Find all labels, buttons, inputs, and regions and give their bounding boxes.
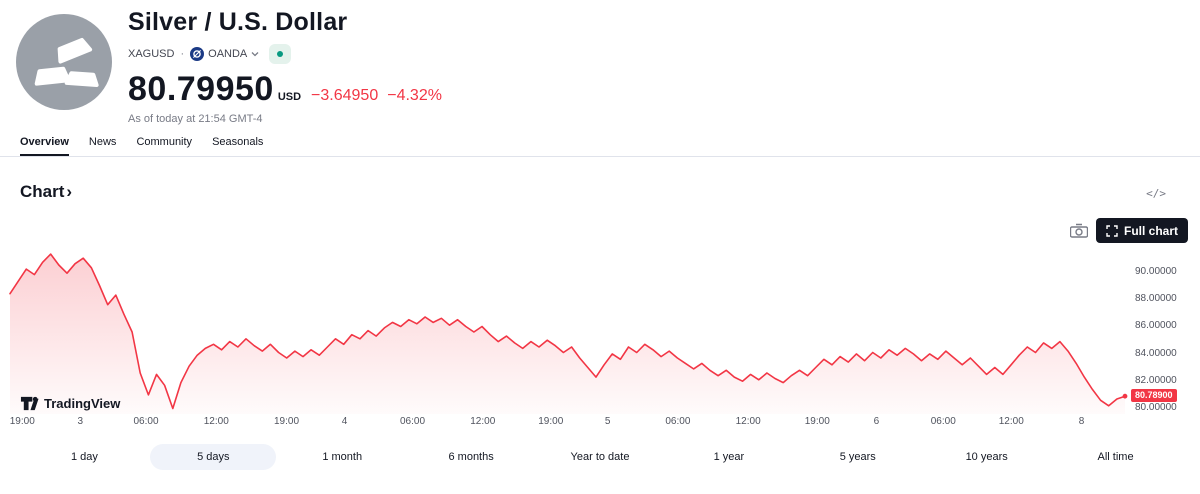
price-axis-label: 84.00000 — [1135, 347, 1177, 359]
last-price-marker-icon — [1122, 393, 1128, 399]
silver-ingots-icon — [34, 37, 99, 88]
time-axis-label: 12:00 — [470, 416, 496, 427]
change-value: −3.64950 — [311, 87, 379, 104]
time-axis-label: 19:00 — [538, 416, 564, 427]
time-axis-label: 8 — [1078, 416, 1085, 427]
range-all-time[interactable]: All time — [1053, 444, 1179, 470]
time-axis-label: 19:00 — [804, 416, 830, 427]
snapshot-button[interactable] — [1066, 219, 1092, 243]
tab-seasonals[interactable]: Seasonals — [212, 136, 264, 148]
date-range-bar: 1 day 5 days 1 month 6 months Year to da… — [20, 444, 1180, 470]
chevron-right-icon: › — [66, 182, 73, 201]
range-5-days[interactable]: 5 days — [150, 444, 277, 470]
price-line — [9, 253, 1126, 410]
time-axis-label: 06:00 — [665, 416, 691, 427]
time-axis-label: 4 — [341, 416, 348, 427]
time-axis[interactable]: 19:00 3 06:00 12:00 19:00 4 06:00 12:00 19:00 5 06… — [10, 416, 1125, 430]
change-percent: −4.32% — [387, 87, 442, 104]
price-axis-label: 82.00000 — [1135, 374, 1177, 386]
time-axis-label: 19:00 — [274, 416, 300, 427]
range-1-month[interactable]: 1 month — [279, 444, 405, 470]
market-open-dot-icon — [277, 51, 284, 57]
price-chart[interactable] — [9, 250, 1128, 414]
time-axis-label: 19:00 — [9, 416, 35, 427]
time-axis-label: 12:00 — [998, 416, 1024, 427]
range-6-months[interactable]: 6 months — [408, 444, 534, 470]
price-axis-label: 80.00000 — [1135, 402, 1177, 414]
page-title: Silver / U.S. Dollar — [128, 8, 348, 36]
chart-heading-label: Chart — [20, 182, 65, 201]
price-currency: USD — [277, 91, 302, 103]
price-axis-label: 88.00000 — [1135, 292, 1177, 304]
separator-dot: · — [180, 48, 185, 60]
time-axis-label: 5 — [604, 416, 611, 427]
full-chart-label: Full chart — [1124, 223, 1179, 238]
last-price: 80.79950 — [128, 70, 274, 108]
tab-news[interactable]: News — [88, 136, 117, 148]
price-row: 80.79950 USD −3.64950 −4.32% — [128, 70, 442, 109]
range-5-years[interactable]: 5 years — [795, 444, 921, 470]
range-1-day[interactable]: 1 day — [21, 444, 147, 470]
section-tabs: Overview News Community Seasonals — [0, 136, 1200, 157]
range-10-years[interactable]: 10 years — [924, 444, 1050, 470]
time-axis-label: 3 — [77, 416, 84, 427]
price-change: −3.64950 −4.32% — [311, 87, 442, 105]
camera-icon — [1070, 223, 1088, 238]
price-axis-label: 86.00000 — [1135, 320, 1177, 332]
silver-symbol-logo — [16, 14, 112, 110]
time-axis-label: 06:00 — [133, 416, 159, 427]
as-of-timestamp: As of today at 21:54 GMT-4 — [128, 113, 263, 125]
time-axis-label: 12:00 — [203, 416, 229, 427]
oanda-logo-icon — [190, 47, 205, 61]
symbol-ticker: XAGUSD — [128, 48, 175, 60]
embed-code-icon[interactable]: </> — [1146, 187, 1166, 200]
chevron-down-icon — [251, 52, 259, 57]
fullscreen-icon — [1106, 224, 1118, 237]
chart-section-heading[interactable]: Chart › — [20, 182, 72, 202]
area-chart-svg — [9, 253, 1128, 414]
tradingview-watermark[interactable]: TradingView — [20, 394, 120, 413]
price-axis[interactable]: 80.78900 90.00000 88.00000 86.00000 84.0000… — [1129, 250, 1200, 414]
market-status-indicator[interactable] — [269, 44, 292, 64]
watermark-label: TradingView — [44, 396, 121, 411]
symbol-row: XAGUSD · OANDA — [128, 44, 442, 64]
time-axis-label: 6 — [873, 416, 880, 427]
time-axis-label: 06:00 — [930, 416, 956, 427]
time-axis-label: 12:00 — [735, 416, 761, 427]
symbol-header: Silver / U.S. Dollar XAGUSD · OANDA 80.7… — [128, 8, 442, 125]
range-year-to-date[interactable]: Year to date — [537, 444, 663, 470]
tradingview-logo-icon — [20, 396, 39, 411]
tab-community[interactable]: Community — [136, 136, 193, 148]
area-fill — [10, 254, 1125, 414]
last-price-badge: 80.78900 — [1131, 389, 1177, 403]
full-chart-button[interactable]: Full chart — [1096, 218, 1189, 243]
price-axis-label: 90.00000 — [1135, 265, 1177, 277]
tab-overview[interactable]: Overview — [20, 136, 69, 156]
exchange-selector[interactable]: OANDA — [190, 47, 259, 61]
range-1-year[interactable]: 1 year — [666, 444, 792, 470]
time-axis-label: 06:00 — [399, 416, 426, 427]
exchange-label: OANDA — [208, 48, 248, 60]
